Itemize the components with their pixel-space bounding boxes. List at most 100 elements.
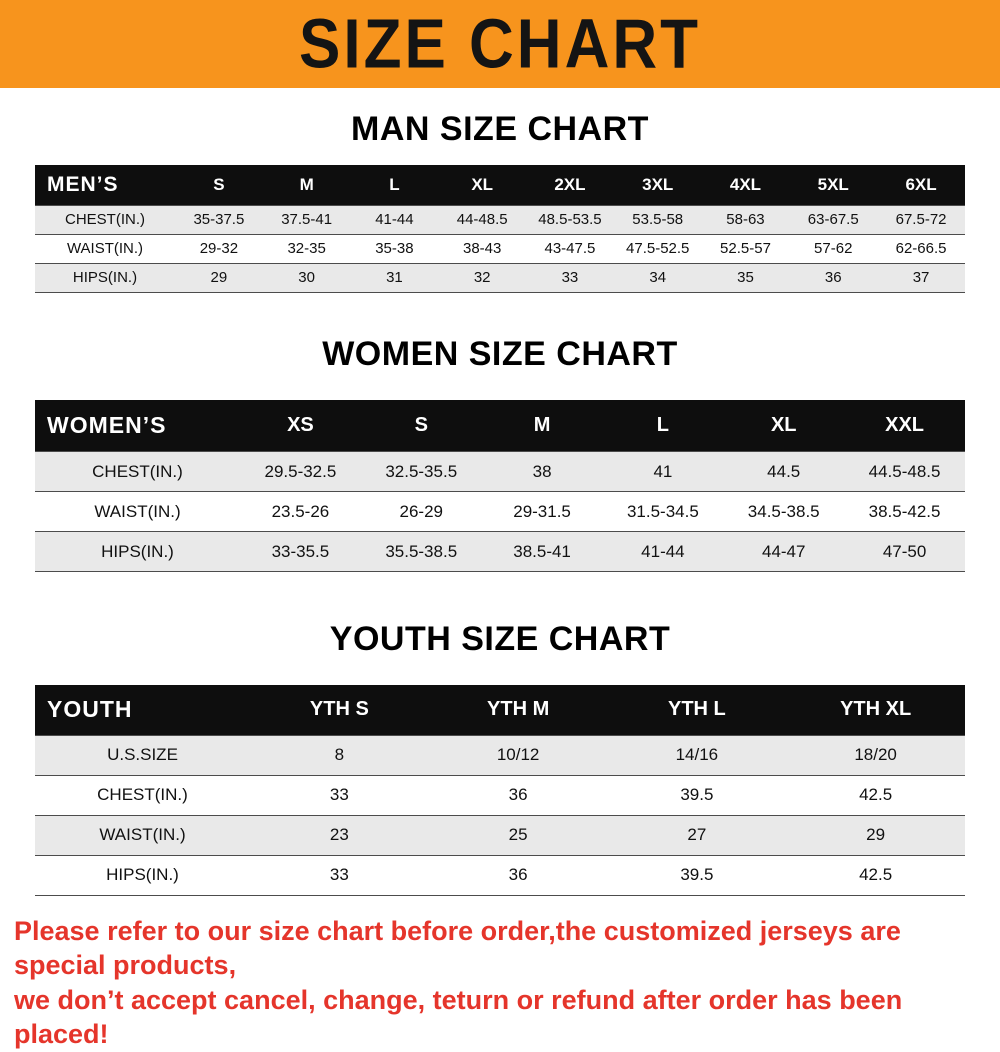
column-header: XXL [844,399,965,452]
table-row: CHEST(IN.) 35-37.5 37.5-41 41-44 44-48.5 48.5… [35,205,965,234]
section-heading: WOMEN SIZE CHART [322,334,678,373]
size-value-cell: 26-29 [399,501,443,521]
size-value-cell: 42.5 [859,785,893,804]
size-chart-sections: MAN SIZE CHART MEN’S S M L XL 2XL 3XL 4XL 5XL 6XL C… [0,110,1000,896]
row-label: HIPS(IN.) [106,865,179,884]
size-value-cell: 8 [334,745,345,764]
size-value-cell: 32.5-35.5 [385,461,458,481]
size-value-cell: 44-48.5 [456,211,508,228]
size-value-cell: 41-44 [375,211,414,228]
table-row: WAIST(IN.) 29-32 32-35 35-38 38-43 43-47.5 47.… [35,234,965,263]
size-value-cell: 35 [737,269,754,286]
size-value-cell: 29.5-32.5 [264,461,337,481]
size-value-cell: 29-31.5 [513,501,571,521]
size-value-cell: 36 [824,269,842,286]
table-row: WAIST(IN.) 23 25 27 29 [35,815,965,855]
size-table-womens: WOMEN’S XS S M L XL XXL CHEST(IN.) 29.5-32.5 32.5… [35,399,965,573]
column-header: YTH M [428,685,608,735]
table-header-row: MEN’S S M L XL 2XL 3XL 4XL 5XL 6XL [35,165,965,205]
table-corner-label: MEN’S [35,165,175,205]
row-label: WAIST(IN.) [94,501,181,521]
size-value-cell: 44-47 [761,541,806,561]
column-header: XS [240,399,361,452]
size-value-cell: 38.5-42.5 [868,501,941,521]
size-value-cell: 33 [329,865,349,884]
table-corner-label: YOUTH [35,685,250,735]
size-value-cell: 18/20 [854,745,897,764]
size-value-cell: 35.5-38.5 [385,541,458,561]
size-value-cell: 29 [210,269,228,286]
column-header: M [262,165,351,205]
section-heading: YOUTH SIZE CHART [329,620,671,658]
column-header: M [481,399,603,452]
size-value-cell: 38.5-41 [513,541,571,561]
size-value-cell: 25 [508,825,528,844]
table-header-row: YOUTH YTH S YTH M YTH L YTH XL [35,685,965,735]
size-value-cell: 23.5-26 [271,501,330,521]
row-label: WAIST(IN.) [99,825,186,844]
row-label: HIPS(IN.) [101,541,174,561]
size-value-cell: 30 [298,269,315,286]
footer-notice: Please refer to our size chart before or… [0,914,1000,1052]
size-value-cell: 43-47.5 [544,240,596,257]
row-label: CHEST(IN.) [97,785,188,804]
row-label: CHEST(IN.) [92,461,183,481]
banner: SIZE CHART [0,0,1000,88]
size-value-cell: 41-44 [641,541,685,561]
size-value-cell: 48.5-53.5 [538,211,602,228]
size-value-cell: 33-35.5 [271,541,330,561]
section-heading: MAN SIZE CHART [351,110,649,148]
size-value-cell: 31 [386,269,403,286]
size-value-cell: 10/12 [496,745,540,764]
size-value-cell: 33 [561,269,579,286]
size-value-cell: 57-62 [814,240,853,257]
column-header: YTH S [250,685,429,735]
size-value-cell: 53.5-58 [632,211,684,228]
size-value-cell: 62-66.5 [895,240,947,257]
column-header: 6XL [877,165,965,205]
notice-line-1: Please refer to our size chart before or… [14,915,901,981]
size-table-mens: MEN’S S M L XL 2XL 3XL 4XL 5XL 6XL CHEST(IN.) 35-37… [35,165,965,293]
size-value-cell: 47-50 [882,541,927,561]
size-value-cell: 38-43 [462,240,502,257]
table-row: CHEST(IN.) 33 36 39.5 42.5 [35,775,965,815]
table-row: HIPS(IN.) 33-35.5 35.5-38.5 38.5-41 41-44 44-… [35,531,965,572]
size-value-cell: 37.5-41 [281,211,333,228]
size-value-cell: 39.5 [680,785,714,804]
size-value-cell: 47.5-52.5 [626,240,690,257]
size-value-cell: 23 [329,825,349,844]
table-row: HIPS(IN.) 33 36 39.5 42.5 [35,855,965,895]
size-value-cell: 29 [866,825,886,844]
size-value-cell: 31.5-34.5 [626,501,699,521]
size-table-youth: YOUTH YTH S YTH M YTH L YTH XL U.S.SIZE 8 10/12… [35,685,965,896]
size-value-cell: 29-32 [199,240,239,257]
column-header: XL [438,165,527,205]
size-value-cell: 39.5 [680,865,714,884]
size-value-cell: 63-67.5 [807,211,859,228]
column-header: L [602,399,724,452]
column-header: 3XL [613,165,702,205]
table-row: U.S.SIZE 8 10/12 14/16 18/20 [35,735,965,775]
size-value-cell: 36 [508,865,528,884]
size-value-cell: 34.5-38.5 [747,501,820,521]
table-header-row: WOMEN’S XS S M L XL XXL [35,399,965,452]
size-value-cell: 27 [687,825,707,844]
table-corner-label: WOMEN’S [35,399,240,452]
size-value-cell: 52.5-57 [720,240,771,257]
size-value-cell: 33 [329,785,349,804]
row-label: CHEST(IN.) [65,211,145,228]
size-value-cell: 32-35 [287,240,326,257]
size-value-cell: 38 [532,461,552,481]
row-label: WAIST(IN.) [66,240,144,257]
column-header: XL [723,399,845,452]
size-value-cell: 42.5 [859,865,893,884]
size-value-cell: 67.5-72 [895,211,947,228]
section-youth: YOUTH SIZE CHART YOUTH YTH S YTH M YTH L YTH … [0,620,1000,896]
page-title: SIZE CHART [299,5,701,83]
size-value-cell: 44.5 [767,461,801,481]
column-header: S [175,165,263,205]
size-value-cell: 44.5-48.5 [868,461,941,481]
notice-line-2: we don’t accept cancel, change, teturn o… [14,984,903,1050]
size-value-cell: 36 [508,785,528,804]
